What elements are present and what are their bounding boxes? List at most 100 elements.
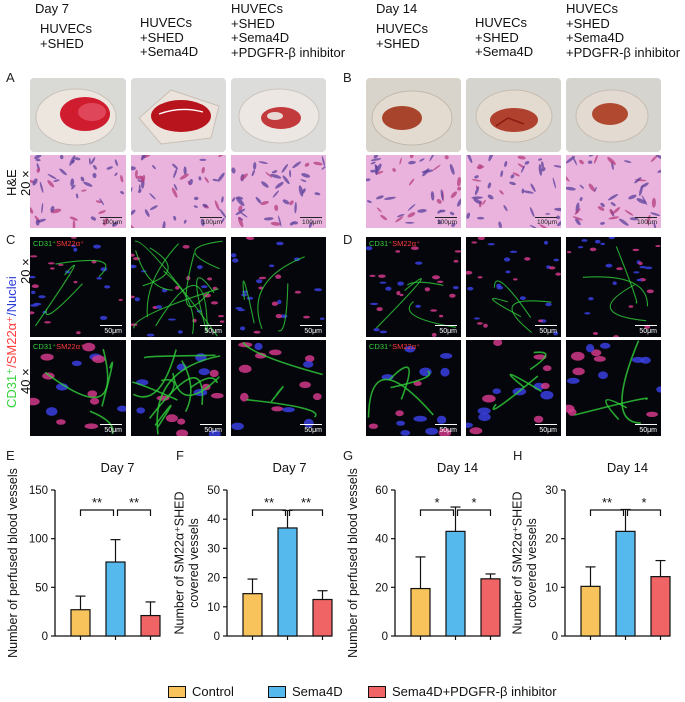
cell-texture (255, 352, 267, 359)
bar (615, 530, 636, 637)
cell-texture (90, 397, 100, 405)
tissue-texture (624, 160, 632, 163)
fluor-40x-day14-control: CD31⁺SM22α⁺ 50μm (366, 340, 461, 436)
cell-texture (397, 281, 404, 286)
tissue-texture (366, 178, 371, 182)
tissue-texture (239, 211, 248, 218)
tissue-texture (300, 179, 307, 183)
tissue-texture (524, 160, 530, 165)
cell-texture (453, 259, 459, 263)
cell-texture (440, 367, 450, 377)
cell-texture (544, 240, 548, 245)
cell-texture (586, 344, 595, 353)
cell-texture (432, 275, 440, 280)
cell-texture (131, 264, 137, 269)
tissue-texture (47, 180, 55, 188)
y-tick-label: 20 (375, 582, 388, 594)
cell-texture (483, 323, 488, 328)
tissue-texture (281, 163, 289, 173)
tissue-texture (473, 198, 482, 204)
bar-chart-e: Day 7 Number of perfused blood vessels 0 50… (6, 460, 161, 658)
tissue-texture (131, 223, 135, 228)
cell-texture (415, 304, 421, 308)
cell-texture (165, 414, 178, 423)
cell-texture (400, 430, 411, 436)
cell-texture (524, 257, 531, 261)
tissue-texture (395, 216, 404, 223)
vessel-texture (492, 375, 539, 410)
cell-texture (430, 309, 438, 312)
he-image-day7-sema4d: 100μm (131, 155, 226, 228)
significance-label: * (471, 495, 476, 510)
bar (445, 530, 466, 637)
tissue-texture (521, 188, 525, 194)
panel-label-f: F (176, 448, 184, 463)
cell-texture (299, 381, 311, 389)
tissue-texture (199, 158, 207, 161)
y-tick-label: 30 (207, 543, 220, 555)
tissue-texture (624, 209, 634, 216)
cell-texture (438, 428, 452, 436)
tissue-texture (639, 185, 643, 196)
tissue-texture (517, 163, 525, 169)
tissue-texture (553, 165, 561, 168)
cell-texture (411, 246, 419, 250)
cell-texture (368, 423, 378, 429)
tissue-texture (131, 166, 136, 171)
cell-texture (231, 422, 244, 430)
cell-texture (219, 320, 225, 323)
tissue-texture (59, 155, 64, 160)
cell-texture (646, 289, 654, 294)
tissue-texture (373, 155, 379, 159)
tissue-texture (628, 194, 637, 200)
tissue-texture (152, 165, 156, 170)
cell-texture (82, 342, 96, 352)
cell-texture (553, 258, 559, 262)
tissue-texture (482, 199, 486, 205)
vessel-texture (89, 410, 114, 435)
tissue-texture (504, 160, 508, 168)
tissue-texture (188, 178, 193, 186)
bar (70, 609, 91, 637)
tissue-texture (545, 213, 551, 215)
fluor-20x-day7-inhibitor: 50μm (231, 237, 326, 337)
cell-texture (593, 356, 606, 362)
tissue-texture (88, 157, 91, 165)
bar (277, 527, 298, 637)
tissue-texture (198, 176, 202, 181)
he-image-day14-sema4d: 100μm (466, 155, 561, 228)
cell-texture (87, 390, 98, 398)
cell-texture (136, 407, 145, 414)
cell-texture (56, 419, 66, 425)
cell-texture (303, 418, 314, 428)
tissue-texture (618, 218, 629, 226)
cell-texture (616, 267, 623, 271)
legend-item-inhibitor: Sema4D+PDGFR-β inhibitor (368, 684, 557, 699)
cell-texture (466, 422, 473, 428)
tissue-texture (640, 182, 649, 188)
cell-texture (477, 237, 485, 240)
vessel-texture (246, 398, 317, 418)
cell-texture (505, 270, 511, 274)
cell-texture (210, 301, 219, 305)
tissue-texture (444, 155, 449, 160)
cell-texture (313, 393, 322, 401)
vessel-texture (101, 361, 114, 407)
cell-texture (581, 239, 588, 242)
tissue-texture (657, 169, 661, 173)
tissue-texture (370, 161, 376, 165)
significance-bracket (116, 509, 152, 516)
tissue-texture (500, 170, 504, 178)
cell-texture (492, 388, 501, 394)
cell-texture (454, 250, 461, 253)
gel-photo-day14-control (366, 78, 461, 152)
he-image-day14-inhibitor: 100μm (566, 155, 661, 228)
cell-texture (396, 291, 401, 296)
cell-texture (146, 333, 155, 337)
y-tick-label: 60 (375, 485, 388, 497)
tissue-texture (417, 209, 427, 213)
cell-texture (47, 262, 55, 265)
tissue-texture (608, 216, 620, 220)
legend-label-inhibitor: Sema4D+PDGFR-β inhibitor (392, 684, 557, 699)
tissue-texture (503, 204, 508, 212)
